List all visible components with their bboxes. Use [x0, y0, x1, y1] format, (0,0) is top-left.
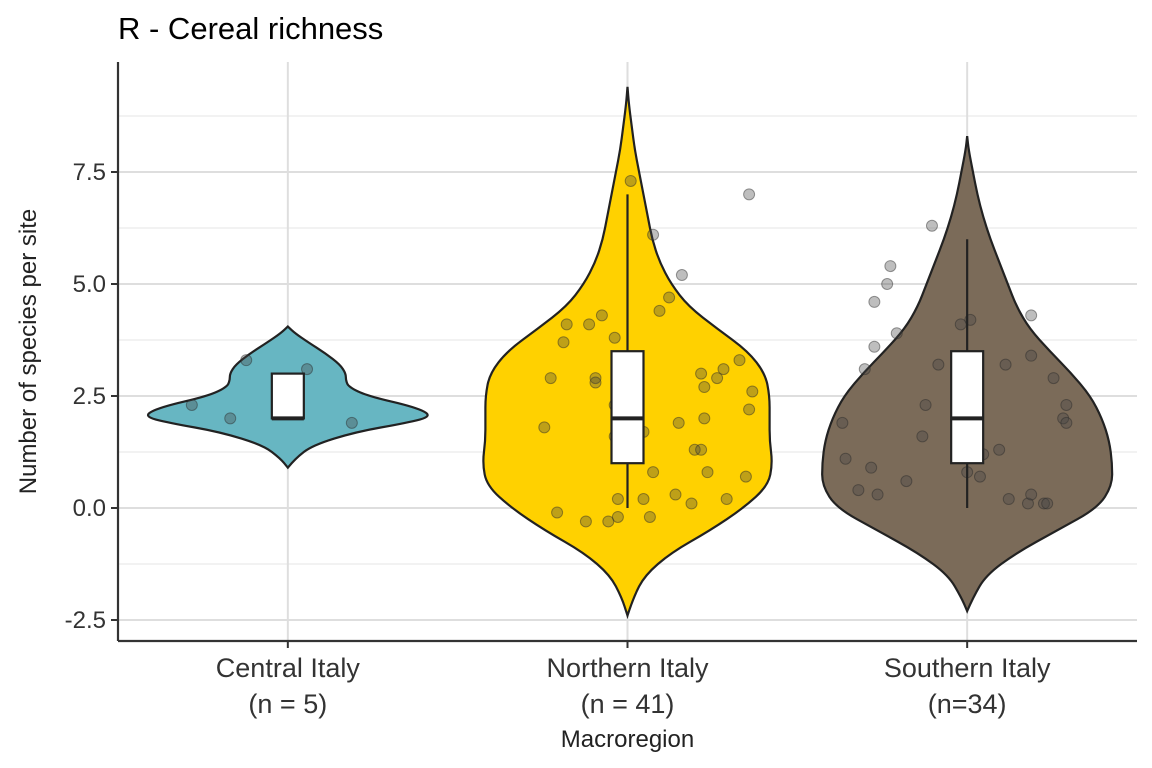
data-point [858, 363, 871, 376]
boxplots [270, 194, 985, 508]
data-point [637, 493, 650, 506]
x-category-count: (n = 5) [248, 689, 327, 719]
data-point [1025, 309, 1038, 322]
data-point [698, 412, 711, 425]
data-point [711, 372, 724, 385]
data-point [185, 398, 198, 411]
axes [111, 62, 1137, 648]
data-point [663, 291, 676, 304]
y-axis-title: Number of species per site [15, 209, 42, 494]
x-category-count: (n=34) [928, 689, 1007, 719]
data-point [602, 515, 615, 528]
data-point [884, 260, 897, 273]
data-point [1057, 412, 1070, 425]
data-point [836, 416, 849, 429]
data-point [589, 372, 602, 385]
data-point [560, 318, 573, 331]
data-point [695, 443, 708, 456]
data-point [647, 466, 660, 479]
data-point [743, 188, 756, 201]
data-point [301, 363, 314, 376]
data-point [868, 295, 881, 308]
data-point [1060, 398, 1073, 411]
data-point [624, 174, 637, 187]
data-point [733, 354, 746, 367]
data-point [643, 510, 656, 523]
data-point [698, 381, 711, 394]
data-point [589, 376, 602, 389]
y-tick-label: -2.5 [65, 607, 106, 634]
x-category-name: Northern Italy [546, 653, 709, 683]
data-point [1060, 416, 1073, 429]
data-point [240, 354, 253, 367]
x-category-name: Central Italy [216, 653, 361, 683]
data-point [881, 278, 894, 290]
data-point [852, 484, 865, 497]
data-point [611, 493, 624, 506]
y-tick-labels: -2.5 0.0 2.5 5.0 7.5 [65, 159, 106, 634]
data-point [345, 416, 358, 429]
x-axis-title: Macroregion [561, 726, 694, 753]
data-point [595, 309, 608, 322]
data-point [701, 466, 714, 479]
data-point [973, 470, 986, 483]
data-point [916, 430, 929, 443]
data-point [583, 318, 596, 331]
data-point [669, 488, 682, 501]
y-tick-label: 0.0 [73, 495, 106, 522]
data-point [611, 510, 624, 523]
data-point [1025, 349, 1038, 362]
y-tick-label: 5.0 [73, 271, 106, 298]
data-point [865, 461, 878, 474]
data-point [839, 452, 852, 465]
data-point [1047, 372, 1060, 385]
data-point [999, 358, 1012, 371]
box [950, 350, 985, 465]
data-point [653, 304, 666, 317]
data-point [932, 358, 945, 371]
data-point [557, 336, 570, 349]
data-point [1041, 497, 1054, 510]
data-point [579, 515, 592, 528]
boxplot-southern-italy [950, 239, 985, 508]
data-point [224, 412, 237, 425]
data-point [544, 372, 557, 385]
data-point [739, 470, 752, 483]
boxplot-central-italy [270, 372, 305, 421]
box [610, 350, 645, 465]
chart-title: R - Cereal richness [118, 11, 383, 46]
data-point [551, 506, 564, 519]
data-point [1037, 497, 1050, 510]
x-category-count: (n = 41) [581, 689, 675, 719]
data-point [647, 228, 660, 241]
data-point [925, 219, 938, 232]
data-point [538, 421, 551, 434]
y-tick-label: 7.5 [73, 159, 106, 186]
data-point [1025, 488, 1038, 501]
data-point [919, 398, 932, 411]
y-tick-label: 2.5 [73, 383, 106, 410]
data-point [746, 385, 759, 398]
data-point [672, 416, 685, 429]
box [270, 372, 305, 420]
boxplot-northern-italy [610, 194, 645, 508]
data-point [688, 443, 701, 456]
data-point [871, 488, 884, 501]
x-category-name: Southern Italy [884, 653, 1051, 683]
data-point [685, 497, 698, 510]
data-point [743, 403, 756, 416]
data-point [1002, 493, 1015, 506]
data-point [717, 363, 730, 376]
data-point [608, 331, 621, 344]
data-point [720, 493, 733, 506]
data-point [890, 327, 903, 340]
data-point [993, 443, 1006, 456]
data-point [695, 367, 708, 380]
data-point [1021, 497, 1034, 510]
data-point [675, 269, 688, 282]
x-category-labels: Central Italy (n = 5) Northern Italy (n = 4… [216, 653, 1051, 719]
data-point [900, 475, 913, 488]
data-point [868, 340, 881, 353]
